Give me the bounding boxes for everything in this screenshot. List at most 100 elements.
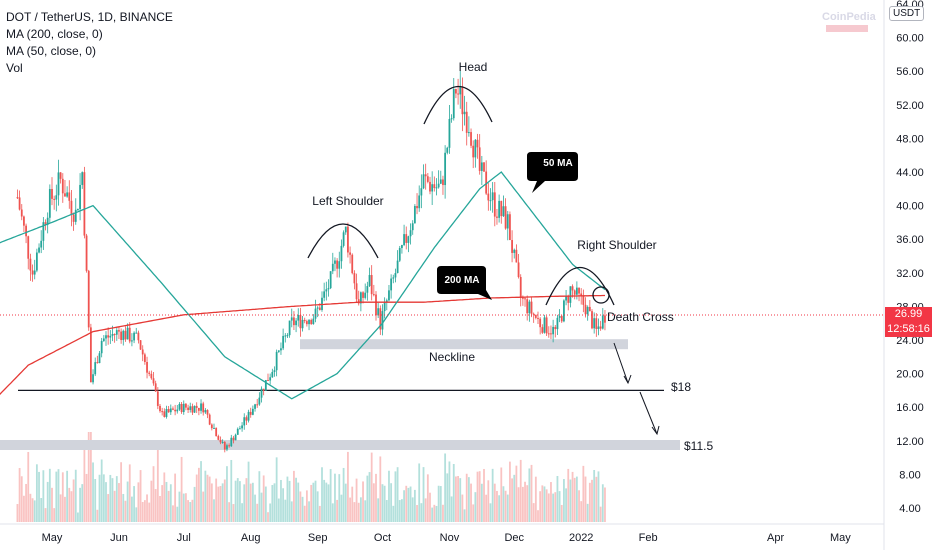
candle-body: [567, 296, 570, 303]
candle-body: [51, 189, 53, 199]
candle-body: [556, 317, 559, 330]
candle-body: [245, 417, 248, 421]
candle-body: [420, 188, 423, 196]
candle-body: [325, 289, 328, 292]
volume-bar: [502, 486, 505, 522]
volume-bar: [115, 476, 118, 522]
candle-body: [234, 434, 237, 441]
volume-bar: [260, 492, 263, 522]
candle-body: [524, 298, 526, 300]
volume-bar: [381, 484, 384, 522]
volume-bar: [509, 461, 511, 522]
volume-bar: [331, 503, 334, 522]
candle-body: [275, 351, 278, 371]
volume-bar: [79, 487, 81, 522]
volume-bar: [161, 485, 164, 522]
candle-body: [470, 132, 472, 146]
volume-bar: [124, 500, 127, 522]
candle-body: [455, 89, 457, 94]
price-tick-label: 32.00: [896, 268, 924, 280]
volume-indicator-label[interactable]: Vol: [6, 61, 23, 75]
volume-bar: [89, 432, 92, 522]
symbol-title[interactable]: DOT / TetherUS, 1D, BINANCE: [6, 10, 173, 24]
bar-countdown: 12:58:16: [887, 323, 930, 335]
volume-bar: [334, 473, 336, 522]
projection-arrow-2: [639, 391, 658, 435]
candle-body: [347, 226, 349, 253]
moving-averages: [0, 171, 606, 400]
volume-bar: [133, 486, 135, 522]
candle-body: [593, 318, 596, 329]
price-axis[interactable]: 64.00 60.00 56.00 52.00 48.00 44.00 40.00 36.00…: [896, 0, 924, 515]
candle-body: [368, 275, 371, 287]
candle-body: [156, 391, 159, 406]
candle-body: [150, 373, 153, 379]
volume-bar: [55, 471, 58, 522]
candle-body: [407, 236, 410, 243]
volume-bar: [176, 506, 179, 522]
volume-bar: [431, 507, 434, 522]
price-tick-label: 52.00: [896, 100, 924, 112]
volume-bar: [422, 467, 425, 522]
volume-bar: [275, 457, 278, 522]
volume-bar: [554, 492, 557, 522]
volume-bar: [474, 492, 477, 522]
volume-bar: [280, 479, 282, 522]
candle-body: [131, 340, 133, 342]
volume-bar: [53, 508, 56, 522]
volume-bar: [448, 461, 451, 522]
volume-bar: [511, 478, 513, 522]
candle-body: [206, 410, 209, 415]
candle-body: [159, 405, 161, 412]
volume-bar: [174, 473, 177, 522]
right-shoulder-arc: [545, 266, 615, 306]
ma200-callout-bubble: [437, 266, 492, 300]
candle-body: [435, 187, 438, 189]
volume-bar: [85, 473, 88, 522]
currency-button[interactable]: USDT: [889, 6, 925, 21]
volume-bar: [219, 486, 222, 522]
candle-body: [27, 236, 30, 259]
level-18-label: $18: [671, 380, 691, 394]
volume-bar: [215, 478, 218, 522]
ma200-indicator-label[interactable]: MA (200, close, 0): [6, 27, 103, 41]
candle-body: [126, 327, 129, 340]
volume-bar: [139, 470, 142, 522]
volume-bar: [288, 480, 291, 522]
ma50-indicator-label[interactable]: MA (50, close, 0): [6, 44, 97, 58]
candle-body: [429, 181, 431, 192]
candle-body: [416, 206, 418, 209]
candle-body: [143, 354, 146, 362]
candle-body: [457, 93, 459, 95]
candle-body: [137, 332, 140, 341]
ma50-callout-label: 50 MA: [543, 158, 572, 169]
candle-body: [563, 300, 565, 322]
volume-bar: [442, 504, 444, 522]
volume-bar: [193, 486, 196, 522]
candle-body: [314, 308, 317, 319]
last-price-tag: 26.99 12:58:16: [885, 307, 932, 337]
volume-bar: [416, 505, 418, 522]
volume-bar: [35, 464, 38, 522]
candle-body: [61, 178, 64, 194]
volume-bar: [141, 501, 144, 522]
time-axis[interactable]: May Jun Jul Aug Sep Oct Nov Dec 2022 Feb Apr May: [42, 532, 852, 544]
time-tick-label: May: [42, 532, 63, 544]
volume-bar: [204, 470, 207, 522]
candle-body: [580, 293, 583, 296]
volume-bar: [392, 505, 395, 522]
volume-bar: [532, 503, 535, 522]
candle-body: [547, 333, 550, 335]
volume-bar: [534, 476, 537, 522]
volume-bar: [541, 485, 544, 522]
candle-body: [219, 439, 222, 443]
volume-bar: [413, 489, 416, 522]
time-tick-label: Jun: [110, 532, 128, 544]
volume-bar: [92, 462, 94, 522]
candle-body: [109, 335, 112, 338]
candle-body: [534, 314, 537, 318]
volume-bar: [455, 476, 457, 522]
volume-bar: [439, 486, 442, 522]
candle-body: [452, 89, 455, 119]
